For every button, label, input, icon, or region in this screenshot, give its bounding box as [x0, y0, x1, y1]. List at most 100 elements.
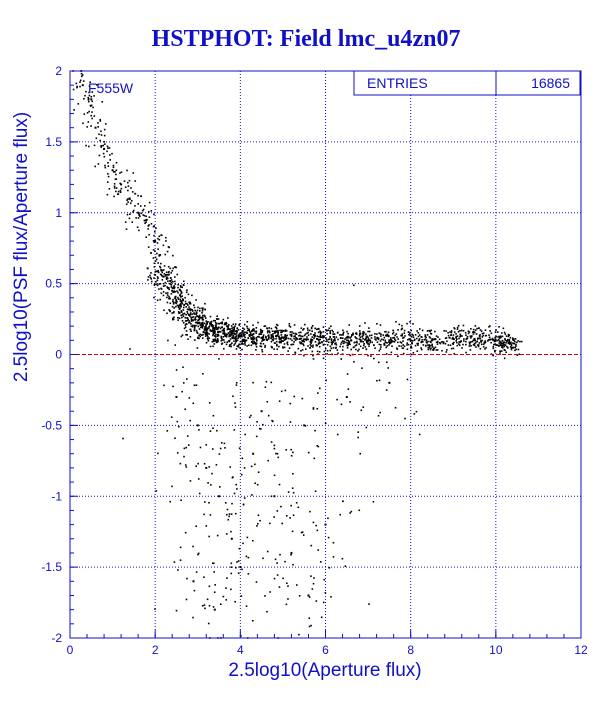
scatter-point [383, 342, 385, 345]
scatter-point [418, 339, 421, 342]
scatter-point [300, 341, 303, 344]
scatter-point [183, 304, 185, 307]
scatter-point [287, 585, 289, 587]
scatter-point [365, 339, 368, 342]
scatter-point [515, 345, 517, 347]
scatter-point [275, 331, 277, 333]
scatter-point [132, 172, 135, 174]
scatter-point [334, 338, 336, 340]
scatter-point [247, 344, 250, 347]
scatter-point [287, 491, 290, 493]
scatter-point [205, 525, 208, 527]
scatter-point [310, 333, 312, 335]
scatter-point [401, 335, 404, 337]
scatter-point [347, 388, 350, 390]
scatter-point [434, 346, 437, 349]
scatter-point [165, 271, 168, 274]
scatter-point [144, 219, 147, 221]
scatter-point [170, 284, 173, 286]
scatter-point [199, 307, 201, 310]
scatter-point [236, 327, 238, 330]
scatter-point [245, 555, 248, 558]
scatter-point [292, 563, 294, 566]
scatter-point [233, 337, 235, 340]
scatter-point [83, 97, 85, 100]
scatter-point [366, 341, 368, 344]
scatter-point [218, 358, 220, 360]
scatter-point [355, 332, 358, 334]
scatter-point [180, 300, 183, 302]
scatter-point [503, 357, 506, 360]
scatter-point [155, 227, 157, 229]
scatter-point [401, 327, 404, 330]
scatter-point [207, 327, 209, 330]
scatter-point [187, 318, 189, 321]
scatter-point [342, 329, 344, 332]
scatter-point [237, 328, 240, 331]
scatter-point [166, 250, 169, 253]
scatter-point [244, 339, 247, 341]
scatter-point [100, 134, 103, 136]
scatter-point [286, 341, 289, 344]
scatter-point [284, 560, 286, 563]
scatter-point [166, 312, 168, 315]
scatter-point [241, 457, 244, 460]
scatter-point [171, 269, 174, 272]
scatter-point [246, 325, 248, 328]
scatter-point [221, 321, 224, 324]
scatter-point [181, 286, 183, 289]
scatter-point [115, 173, 117, 176]
scatter-point [417, 331, 420, 334]
scatter-point [93, 95, 95, 97]
scatter-point [249, 332, 252, 334]
scatter-point [300, 331, 302, 334]
scatter-point [107, 165, 110, 167]
scatter-point [508, 334, 511, 336]
scatter-point [352, 284, 355, 287]
scatter-point [445, 337, 448, 339]
scatter-point [357, 431, 360, 433]
scatter-point [453, 331, 456, 333]
scatter-point [197, 552, 200, 555]
scatter-point [191, 316, 194, 319]
scatter-point [204, 327, 206, 329]
scatter-point [347, 339, 349, 342]
scatter-point [315, 337, 318, 340]
scatter-point [357, 350, 359, 352]
scatter-point [280, 329, 283, 332]
scatter-point [417, 344, 419, 346]
scatter-point [106, 193, 109, 196]
scatter-point [392, 331, 395, 334]
scatter-point [336, 332, 339, 334]
chart-title: HSTPHOT: Field lmc_u4zn07 [152, 26, 461, 52]
scatter-point [285, 449, 288, 451]
scatter-point [117, 190, 120, 193]
scatter-point [392, 329, 394, 332]
scatter-point [318, 341, 321, 344]
scatter-point [181, 390, 183, 393]
scatter-point [200, 322, 203, 325]
scatter-point [302, 344, 305, 347]
scatter-point [107, 162, 109, 164]
scatter-point [309, 510, 311, 513]
scatter-point [160, 288, 163, 290]
scatter-point [132, 211, 134, 213]
scatter-point [327, 329, 329, 331]
scatter-point [408, 331, 410, 333]
scatter-point [406, 342, 409, 344]
scatter-point [223, 329, 225, 332]
scatter-point [194, 316, 197, 318]
scatter-point [418, 338, 421, 340]
scatter-point [294, 332, 297, 335]
scatter-point [250, 465, 253, 468]
scatter-point [158, 235, 161, 238]
scatter-point [413, 339, 416, 342]
scatter-point [293, 337, 295, 340]
scatter-point [385, 389, 388, 391]
scatter-point [180, 499, 182, 502]
scatter-point [367, 338, 370, 340]
scatter-point [513, 342, 516, 345]
scatter-point [211, 324, 214, 327]
scatter-point [219, 486, 221, 488]
scatter-point [226, 333, 229, 336]
